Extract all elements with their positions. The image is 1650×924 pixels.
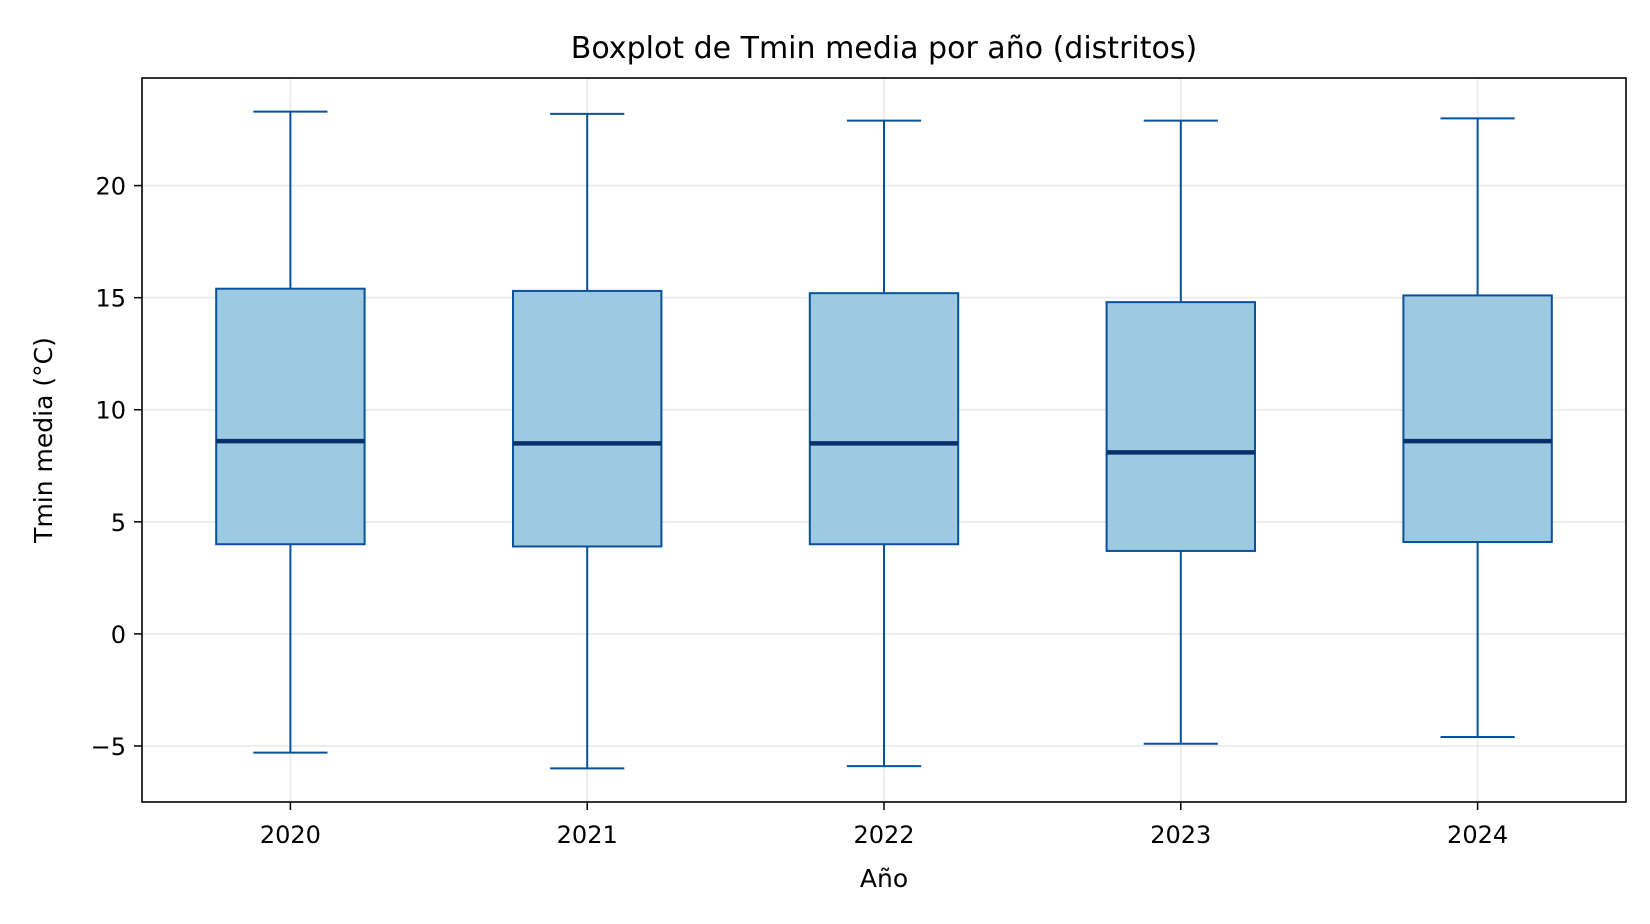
y-tick-label: 20 (95, 173, 126, 201)
box-iqr (215, 287, 366, 546)
x-tick-label: 2020 (260, 821, 321, 849)
box-group-2024 (1402, 117, 1553, 738)
box-group-2020 (215, 110, 366, 754)
box-iqr (808, 292, 960, 546)
y-axis-ticks: −5 0 5 10 15 20 (91, 173, 142, 761)
y-tick-label: 15 (95, 285, 126, 313)
x-tick-label: 2023 (1150, 821, 1211, 849)
box-group-2022 (808, 119, 960, 768)
x-tick-label: 2021 (557, 821, 618, 849)
boxes (215, 110, 1553, 770)
box-iqr (1105, 301, 1256, 552)
x-tick-label: 2022 (853, 821, 914, 849)
y-tick-label: 10 (95, 397, 126, 425)
box-group-2023 (1105, 119, 1256, 745)
y-tick-label: −5 (91, 733, 126, 761)
x-tick-label: 2024 (1447, 821, 1508, 849)
box-group-2021 (512, 112, 663, 770)
y-tick-label: 0 (111, 621, 126, 649)
box-iqr (512, 289, 663, 548)
y-axis-title: Tmin media (°C) (29, 337, 58, 544)
x-axis-title: Año (860, 864, 908, 893)
x-axis-ticks: 2020 2021 2022 2023 2024 (260, 802, 1508, 849)
y-tick-label: 5 (111, 509, 126, 537)
chart-title: Boxplot de Tmin media por año (distritos… (571, 31, 1197, 66)
box-iqr (1402, 294, 1553, 543)
